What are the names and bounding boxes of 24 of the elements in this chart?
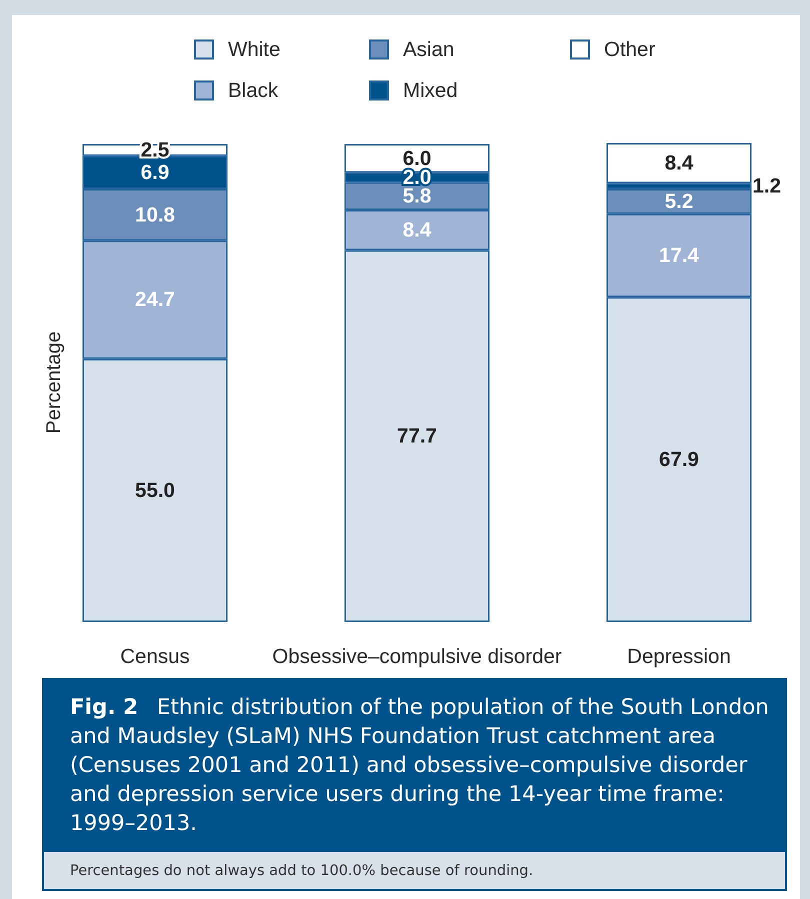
x-tick-label: Obsessive–compulsive disorder <box>272 645 562 668</box>
data-label: 1.2 <box>752 174 781 198</box>
x-tick-label: Depression <box>627 645 731 668</box>
data-label: 5.8 <box>402 184 432 208</box>
legend-label: Other <box>604 38 656 61</box>
data-label: 10.8 <box>135 203 175 226</box>
legend-label: Asian <box>403 38 454 61</box>
text: Fig. 2 Ethnic distribution of the population of the South London and Maudsley (SLaM) NHS Foundation Trust catchment area (Censuses 2001 and 2011) and obsessive–compulsive disorder and depression service users during the 14-year time frame: 1999–2013. <box>69 694 770 838</box>
legend-label: White <box>228 38 280 61</box>
data-label: 8.4 <box>664 152 694 175</box>
x-tick-label: Census <box>120 645 190 668</box>
legend-label: Mixed <box>403 79 458 102</box>
data-label: 67.9 <box>659 448 699 472</box>
data-label: 17.4 <box>659 244 700 267</box>
legend-label: Black <box>228 79 279 102</box>
y-axis-title: Percentage <box>43 331 65 434</box>
data-label: 5.2 <box>664 190 694 213</box>
data-label: 6.9 <box>140 160 170 184</box>
data-label: 77.7 <box>397 424 437 448</box>
data-label: 8.4 <box>402 218 432 242</box>
data-label: 6.0 <box>402 146 432 170</box>
text: Percentages do not always add to 100.0% because of rounding. <box>70 862 534 881</box>
data-label: 24.7 <box>135 288 175 312</box>
data-label: 55.0 <box>135 478 175 502</box>
